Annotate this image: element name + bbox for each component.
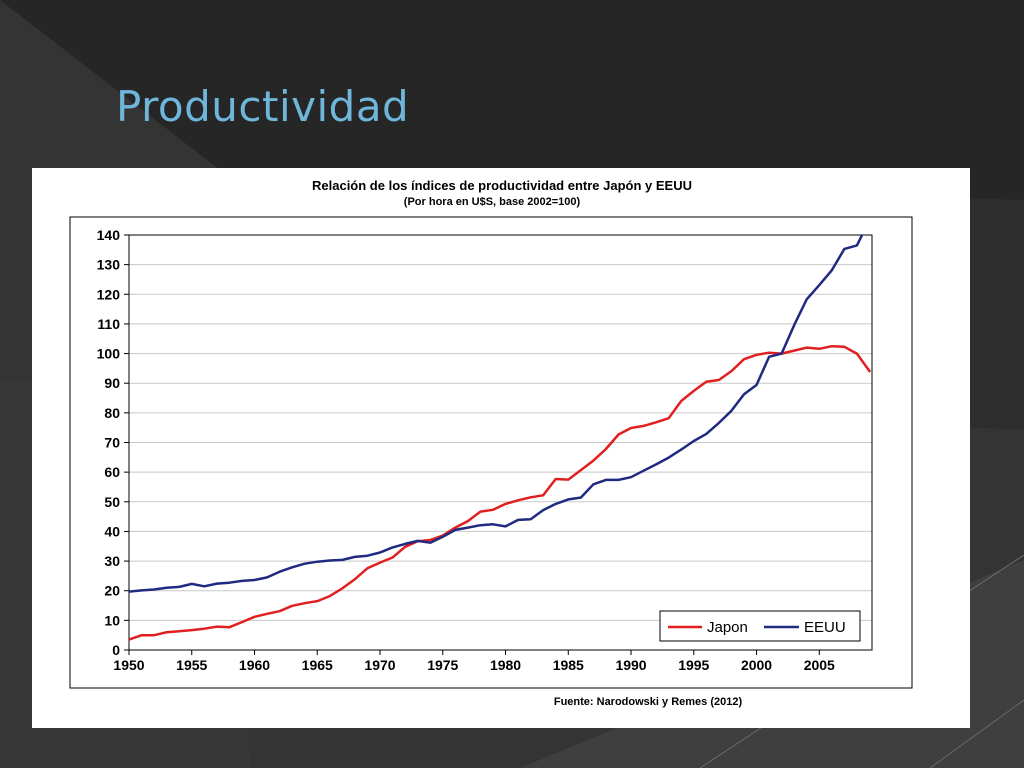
chart-card: Relación de los índices de productividad… (32, 168, 970, 728)
x-tick-label: 1995 (678, 657, 709, 673)
x-tick-label: 1960 (239, 657, 270, 673)
y-tick-label: 90 (104, 375, 120, 391)
series-lines (129, 235, 871, 641)
x-tick-label: 1965 (302, 657, 333, 673)
productivity-line-chart: Relación de los índices de productividad… (69, 178, 913, 708)
x-tick-label: 1980 (490, 657, 521, 673)
x-tick-label: 2000 (741, 657, 772, 673)
series-line-eeuu (129, 235, 864, 593)
y-tick-label: 140 (97, 227, 121, 243)
slide-title: Productividad (116, 82, 410, 131)
x-tick-label: 2005 (804, 657, 835, 673)
x-axis: 1950 1955 1960 1965 1970 1975 1980 1985 1990 1995… (113, 650, 835, 673)
grid-lines (129, 264, 872, 621)
y-tick-label: 80 (104, 405, 120, 421)
x-tick-label: 1990 (615, 657, 646, 673)
chart-title: Relación de los índices de productividad… (312, 178, 692, 193)
y-tick-label: 30 (104, 553, 120, 569)
legend-label-eeuu: EEUU (804, 619, 846, 636)
x-tick-label: 1955 (176, 657, 207, 673)
y-axis: 0 10 20 30 40 50 60 70 80 90 100 110 120 130 140 (97, 227, 129, 658)
y-tick-label: 40 (104, 523, 120, 539)
y-tick-label: 0 (112, 642, 120, 658)
y-tick-label: 60 (104, 464, 120, 480)
x-tick-label: 1985 (553, 657, 584, 673)
legend: Japon EEUU (659, 610, 861, 642)
x-tick-label: 1970 (364, 657, 395, 673)
y-tick-label: 110 (97, 316, 120, 332)
y-tick-label: 10 (104, 612, 120, 628)
chart-outer-frame (69, 216, 913, 689)
series-line-japon (129, 344, 871, 641)
legend-label-japon: Japon (707, 619, 748, 636)
y-tick-label: 20 (104, 583, 120, 599)
chart-subtitle: (Por hora en U$S, base 2002=100) (404, 196, 581, 208)
plot-area-frame (128, 234, 873, 651)
x-tick-label: 1950 (113, 657, 144, 673)
y-tick-label: 120 (97, 286, 121, 302)
chart-source: Fuente: Narodowski y Remes (2012) (554, 696, 743, 708)
y-tick-label: 130 (97, 257, 121, 273)
y-tick-label: 100 (97, 346, 121, 362)
y-tick-label: 70 (104, 435, 120, 451)
y-tick-label: 50 (104, 494, 120, 510)
x-tick-label: 1975 (427, 657, 458, 673)
